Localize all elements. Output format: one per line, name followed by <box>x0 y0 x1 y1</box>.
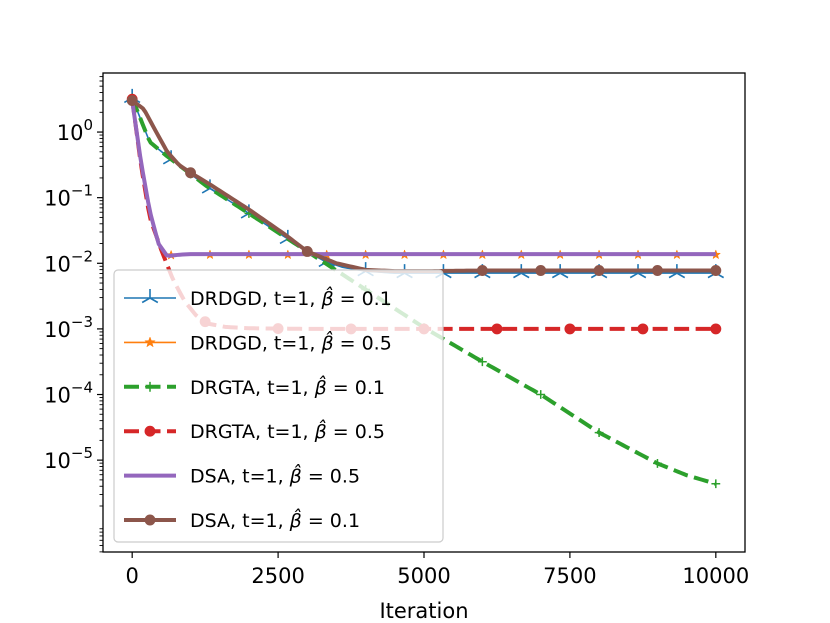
legend-item: DRDGD, t=1, β̂ = 0.5 <box>124 330 392 354</box>
y-tick-label: 10−4 <box>44 379 93 408</box>
y-tick-label: 10−5 <box>44 444 93 473</box>
y-tick-label: 10−2 <box>44 247 93 276</box>
y-tick-label: 10−1 <box>44 182 93 211</box>
series-6-dsa-marker <box>185 167 196 179</box>
y-tick-label: 100 <box>57 116 93 145</box>
series-6-dsa-marker <box>710 265 722 276</box>
legend-label: DSA, t=1, β̂ = 0.1 <box>190 508 360 532</box>
legend-label: DRGTA, t=1, β̂ = 0.5 <box>190 419 385 443</box>
legend-label: DSA, t=1, β̂ = 0.5 <box>190 463 360 487</box>
legend-marker <box>145 381 155 392</box>
series-3-drgta-marker <box>653 459 662 468</box>
series-4-drgta-marker <box>564 323 576 335</box>
x-tick-label: 7500 <box>543 564 596 588</box>
series-6-dsa-marker <box>652 265 663 276</box>
legend-marker <box>141 289 159 304</box>
x-tick-label: 0 <box>125 564 138 588</box>
series-6-dsa-marker <box>535 265 547 276</box>
legend-marker <box>144 514 156 526</box>
x-tick-label: 2500 <box>251 564 304 588</box>
series-3-drgta-marker <box>594 428 604 437</box>
series-4-drgta-marker <box>710 323 722 335</box>
series-6-dsa-marker <box>593 265 605 276</box>
legend-item: DRGTA, t=1, β̂ = 0.1 <box>124 374 385 399</box>
legend-marker <box>144 425 156 437</box>
legend-label: DRDGD, t=1, β̂ = 0.5 <box>190 330 392 354</box>
legend-item: DSA, t=1, β̂ = 0.5 <box>124 463 360 488</box>
legend-item: DSA, t=1, β̂ = 0.1 <box>124 508 360 532</box>
series-6-dsa-marker <box>476 265 488 276</box>
legend-item: DRDGD, t=1, β̂ = 0.1 <box>124 286 392 310</box>
series-4-drgta-marker <box>491 323 503 335</box>
legend: DRDGD, t=1, β̂ = 0.1 DRDGD, t=1, β̂ = 0.5… <box>113 269 444 543</box>
series-3-drgta-marker <box>536 390 546 399</box>
legend-marker <box>144 336 156 348</box>
series-5-dsa-line <box>130 100 716 258</box>
x-tick-label: 5000 <box>397 564 450 588</box>
legend-item: DRGTA, t=1, β̂ = 0.5 <box>124 419 385 443</box>
x-tick-label: 10000 <box>682 564 749 588</box>
series-6-dsa-marker <box>126 95 138 107</box>
series-3-drgta-marker <box>477 357 487 367</box>
axes-layer: 0 2500 5000 7500 10000 100 10−1 10−2 10−3 10−4 10−… <box>44 72 749 623</box>
series-4-drgta-marker <box>637 323 649 335</box>
legend-label: DRDGD, t=1, β̂ = 0.1 <box>190 286 392 310</box>
legend-label: DRGTA, t=1, β̂ = 0.1 <box>190 374 385 398</box>
series-5-dsa <box>130 100 716 258</box>
series-3-drgta-marker <box>711 479 721 489</box>
x-axis-title: Iteration <box>379 599 468 623</box>
y-tick-label: 10−3 <box>44 313 93 342</box>
series-6-dsa-marker <box>301 246 313 257</box>
legend-box <box>113 269 444 543</box>
